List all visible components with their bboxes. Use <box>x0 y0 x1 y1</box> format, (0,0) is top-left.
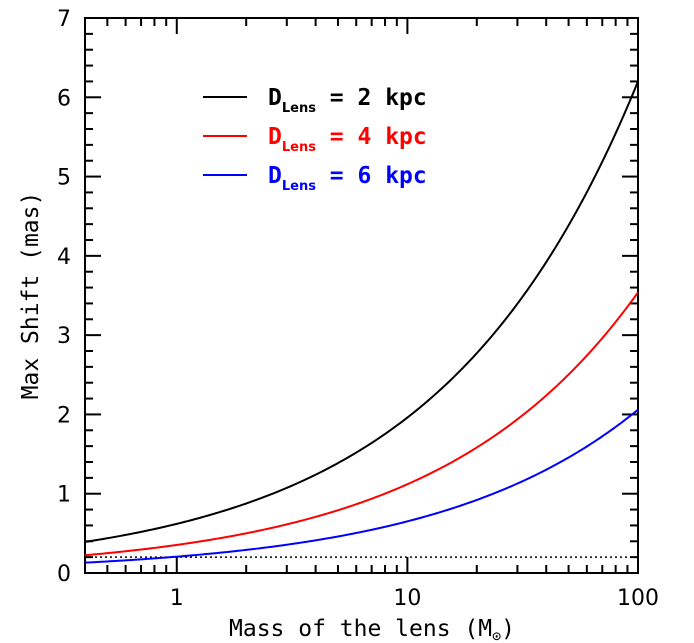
x-tick-label: 1 <box>170 586 184 611</box>
sun-symbol: ⊙ <box>492 627 501 643</box>
legend-main: D <box>268 85 282 111</box>
y-axis-title: Max Shift (mas) <box>18 192 44 400</box>
legend-subscript: Lens <box>282 179 316 194</box>
series-curves <box>84 81 639 564</box>
legend-label-2: DLens = 6 kpc <box>268 163 427 194</box>
x-axis-title-text: Mass of the lens (M <box>229 616 492 642</box>
y-tick-label: 0 <box>57 562 71 587</box>
legend-label-0: DLens = 2 kpc <box>268 85 427 116</box>
legend-subscript: Lens <box>282 101 316 116</box>
plot-border <box>84 17 639 574</box>
y-tick-label: 5 <box>57 166 71 191</box>
x-axis-title: Mass of the lens (M⊙) <box>229 616 515 643</box>
x-axis-title-close: ) <box>501 616 515 642</box>
axis-ticks <box>84 17 639 574</box>
legend-main: D <box>268 163 282 189</box>
legend-main: D <box>268 124 282 150</box>
legend-rest: = 2 kpc <box>316 85 427 111</box>
legend-label-1: DLens = 4 kpc <box>268 124 427 155</box>
y-tick-label: 6 <box>57 86 71 111</box>
x-tick-label: 100 <box>617 586 659 611</box>
y-tick-label: 1 <box>57 483 71 508</box>
y-tick-label: 3 <box>57 324 71 349</box>
series-line-0 <box>84 81 639 543</box>
plot-frame <box>84 17 639 574</box>
y-tick-label: 4 <box>57 245 71 270</box>
tick-labels: 1 10 100 0 1 2 3 4 5 6 7 <box>57 7 659 611</box>
x-tick-label: 10 <box>393 586 421 611</box>
series-line-2 <box>84 408 639 564</box>
axis-titles: Mass of the lens (M⊙) Max Shift (mas) <box>18 192 515 643</box>
y-tick-label: 7 <box>57 7 71 32</box>
legend-rest: = 6 kpc <box>316 163 427 189</box>
legend-rest: = 4 kpc <box>316 124 427 150</box>
y-tick-label: 2 <box>57 403 71 428</box>
legend-subscript: Lens <box>282 140 316 155</box>
series-line-1 <box>84 291 639 557</box>
